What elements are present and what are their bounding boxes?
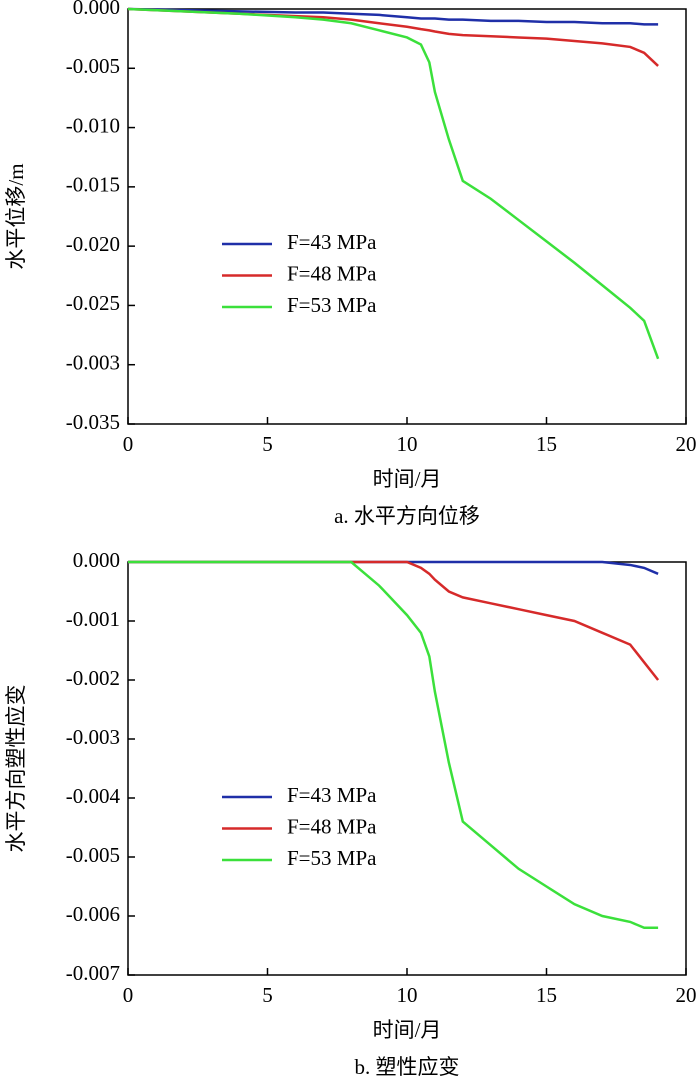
x-tick-label: 10 — [397, 983, 418, 1007]
y-tick-label: -0.003 — [66, 351, 120, 375]
y-tick-label: 0.000 — [73, 0, 120, 19]
y-tick-label: -0.001 — [66, 607, 120, 631]
legend-label: F=48 MPa — [287, 814, 377, 838]
y-tick-label: -0.005 — [66, 54, 120, 78]
x-tick-label: 20 — [676, 432, 697, 456]
legend-label: F=43 MPa — [287, 230, 377, 254]
legend-label: F=43 MPa — [287, 783, 377, 807]
y-tick-label: -0.005 — [66, 843, 120, 867]
series-line — [128, 560, 659, 930]
y-tick-label: -0.025 — [66, 291, 120, 315]
legend-label: F=53 MPa — [287, 846, 377, 870]
x-tick-label: 0 — [123, 983, 134, 1007]
x-axis-label: 时间/月 — [373, 467, 442, 491]
y-tick-label: -0.035 — [66, 410, 120, 434]
legend-label: F=48 MPa — [287, 261, 377, 285]
y-tick-label: -0.015 — [66, 173, 120, 197]
y-tick-label: -0.004 — [66, 784, 121, 808]
caption: a. 水平方向位移 — [334, 504, 480, 528]
x-tick-label: 0 — [123, 432, 134, 456]
series-line — [128, 560, 660, 681]
x-axis-label: 时间/月 — [373, 1018, 442, 1042]
plot-frame — [127, 561, 687, 976]
x-tick-label: 15 — [536, 983, 557, 1007]
x-tick-label: 5 — [262, 983, 273, 1007]
y-tick-label: -0.020 — [66, 232, 120, 256]
y-tick-label: -0.002 — [66, 666, 120, 690]
y-tick-label: -0.003 — [66, 725, 120, 749]
series-line — [127, 7, 660, 360]
x-tick-label: 15 — [536, 432, 557, 456]
caption: b. 塑性应变 — [355, 1055, 460, 1079]
y-tick-label: -0.006 — [66, 902, 120, 926]
legend-label: F=53 MPa — [287, 293, 377, 317]
x-tick-label: 10 — [397, 432, 418, 456]
y-axis-label: 水平位移/m — [4, 163, 28, 269]
x-tick-label: 20 — [676, 983, 697, 1007]
series-line — [127, 7, 659, 26]
series-line — [127, 7, 659, 67]
series-line — [128, 560, 659, 575]
y-axis-label: 水平方向塑性应变 — [4, 685, 28, 853]
plot-frame — [127, 8, 687, 425]
y-tick-label: 0.000 — [73, 548, 120, 572]
x-tick-label: 5 — [262, 432, 273, 456]
y-tick-label: -0.010 — [66, 113, 120, 137]
y-tick-label: -0.007 — [66, 961, 120, 985]
